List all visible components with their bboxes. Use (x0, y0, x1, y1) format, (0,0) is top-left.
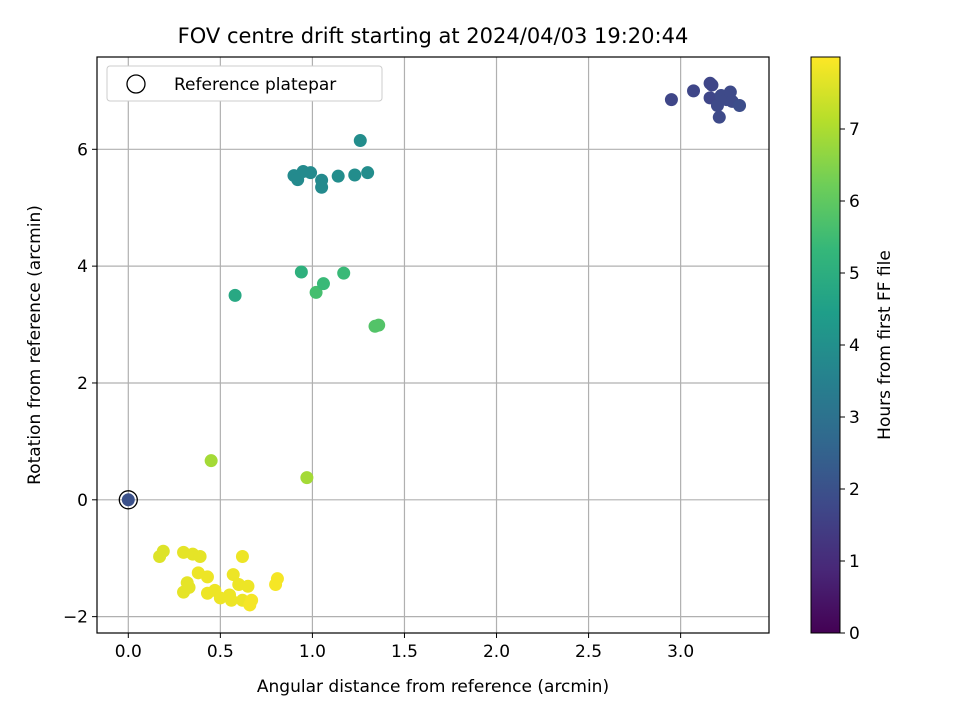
colorbar-ticks: 0 1 2 3 4 5 6 7 (840, 120, 860, 644)
y-tick-label: 0 (77, 491, 88, 511)
data-point (705, 78, 719, 92)
y-axis: −2 0 2 4 6 (63, 140, 97, 628)
data-point (304, 166, 318, 180)
data-point (337, 266, 351, 280)
data-point (200, 570, 214, 584)
reference-point-marker (118, 490, 138, 510)
legend-entry-reference: Reference platepar (174, 75, 336, 95)
x-tick-label: 3.0 (667, 642, 694, 662)
data-point (235, 549, 249, 563)
data-point (316, 277, 330, 291)
data-point (315, 180, 329, 194)
data-point (353, 134, 367, 148)
data-point (687, 84, 701, 98)
data-points (118, 76, 747, 612)
data-point (300, 471, 314, 485)
colorbar: 0 1 2 3 4 5 6 7 Hours from first FF file (810, 56, 895, 644)
reference-point-fill (121, 493, 135, 507)
x-tick-label: 0.5 (207, 642, 234, 662)
data-point (182, 580, 196, 594)
data-point (712, 110, 726, 124)
colorbar-tick-label: 2 (849, 480, 860, 500)
x-tick-label: 2.0 (483, 642, 510, 662)
plot-area (97, 57, 769, 633)
data-point (348, 168, 362, 182)
colorbar-tick-label: 1 (849, 552, 860, 572)
data-point (193, 549, 207, 563)
data-point (309, 285, 323, 299)
plot-frame (96, 56, 770, 634)
y-tick-label: 4 (77, 257, 88, 277)
data-point (331, 169, 345, 183)
colorbar-tick-label: 7 (849, 120, 860, 140)
data-point (204, 454, 218, 468)
colorbar-tick-label: 6 (849, 192, 860, 212)
data-point (361, 166, 375, 180)
colorbar-label: Hours from first FF file (875, 250, 895, 440)
colorbar-tick-label: 0 (849, 624, 860, 644)
x-axis-label: Angular distance from reference (arcmin) (257, 677, 609, 697)
data-point (664, 93, 678, 107)
data-point (733, 98, 747, 112)
data-point (372, 318, 386, 332)
colorbar-tick-label: 4 (849, 336, 860, 356)
y-tick-label: 6 (77, 140, 88, 160)
chart-title: FOV centre drift starting at 2024/04/03 … (178, 24, 689, 48)
y-tick-label: −2 (63, 608, 88, 628)
x-axis: 0.0 0.5 1.0 1.5 2.0 2.5 3.0 (115, 633, 694, 662)
y-axis-label: Rotation from reference (arcmin) (25, 205, 45, 485)
data-point (294, 265, 308, 279)
x-tick-label: 1.5 (391, 642, 418, 662)
x-tick-label: 0.0 (115, 642, 142, 662)
data-point (270, 572, 284, 586)
data-point (228, 288, 242, 302)
legend-marker-reference (126, 74, 146, 94)
data-point (241, 579, 255, 593)
colorbar-gradient (810, 56, 841, 634)
data-point (245, 593, 259, 607)
grid (97, 57, 769, 633)
data-point (156, 544, 170, 558)
data-point (226, 568, 240, 582)
colorbar-tick-label: 3 (849, 408, 860, 428)
x-tick-label: 1.0 (299, 642, 326, 662)
y-tick-label: 2 (77, 374, 88, 394)
legend: Reference platepar (106, 65, 383, 102)
legend-box (106, 65, 383, 102)
colorbar-tick-label: 5 (849, 264, 860, 284)
x-tick-label: 2.5 (575, 642, 602, 662)
data-point (224, 593, 238, 607)
